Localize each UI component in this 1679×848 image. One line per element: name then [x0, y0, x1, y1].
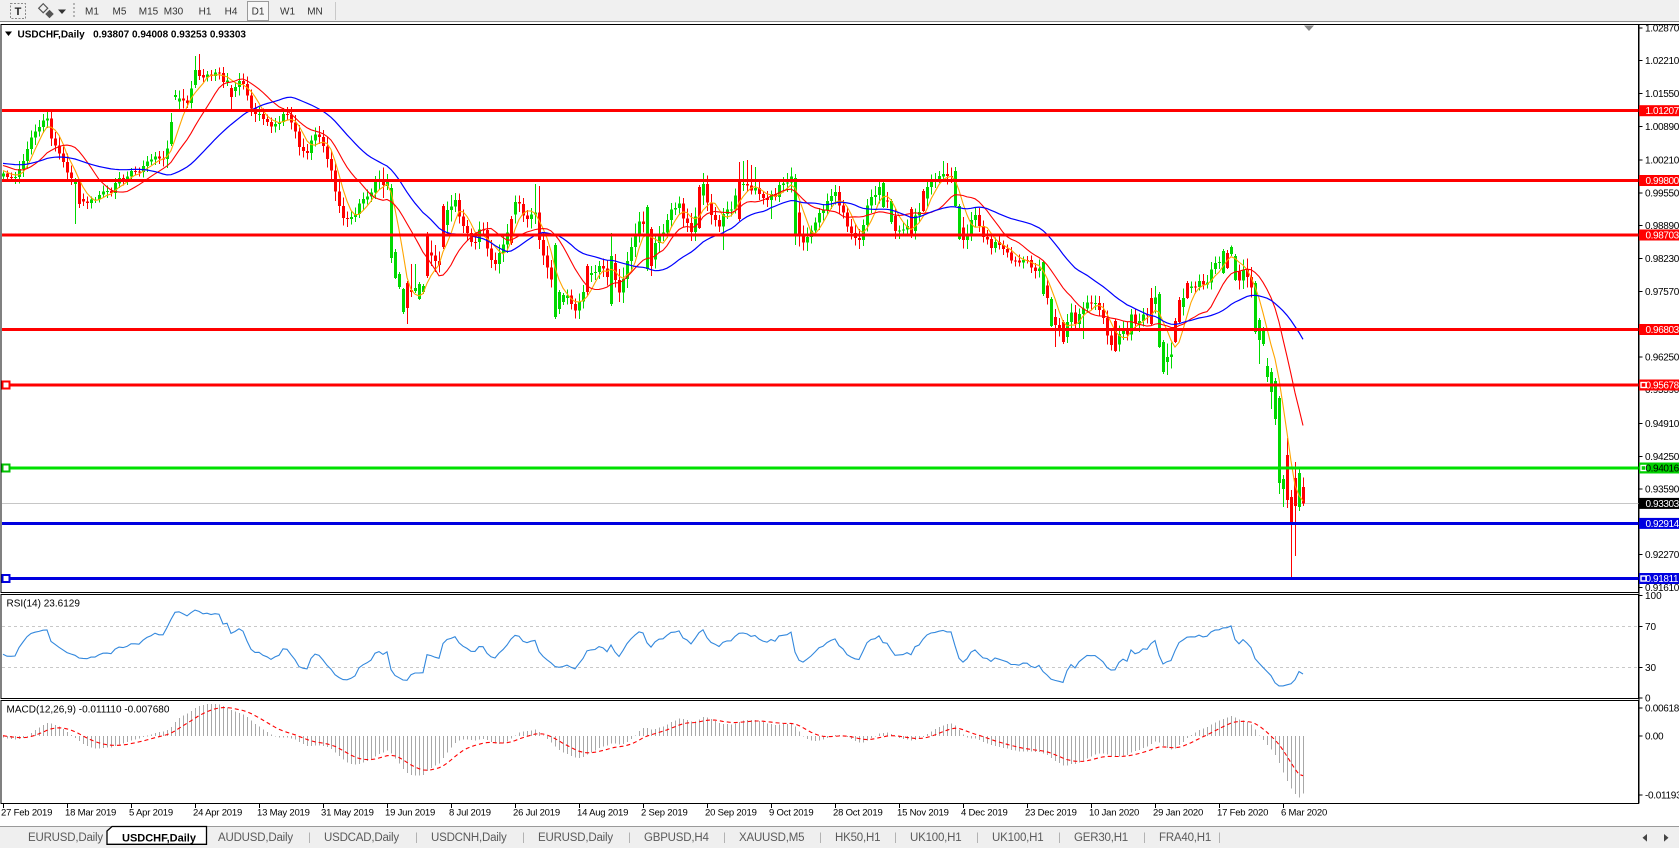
svg-text:|: |: [894, 832, 897, 844]
svg-text:0.98230: 0.98230: [1645, 254, 1679, 265]
svg-text:USDCAD,Daily: USDCAD,Daily: [324, 832, 399, 844]
svg-text:|: |: [308, 832, 311, 844]
svg-text:M15: M15: [139, 7, 159, 18]
svg-text:0.91811: 0.91811: [1646, 574, 1679, 585]
svg-text:0.99550: 0.99550: [1645, 188, 1679, 199]
svg-text:4 Dec 2019: 4 Dec 2019: [961, 808, 1008, 819]
svg-text:30: 30: [1645, 663, 1657, 674]
svg-text:M30: M30: [164, 7, 184, 18]
svg-text:H4: H4: [225, 7, 238, 18]
svg-text:D1: D1: [252, 7, 265, 18]
svg-text:0.95590: 0.95590: [1645, 385, 1679, 396]
svg-text:MACD(12,26,9) -0.011110 -0.007: MACD(12,26,9) -0.011110 -0.007680: [7, 705, 170, 716]
svg-text:1.01550: 1.01550: [1645, 89, 1679, 100]
svg-text:2 Sep 2019: 2 Sep 2019: [641, 808, 688, 819]
svg-text:0.99800: 0.99800: [1646, 176, 1679, 187]
svg-text:15 Nov 2019: 15 Nov 2019: [897, 808, 949, 819]
svg-text:|: |: [522, 832, 525, 844]
svg-text:0.98890: 0.98890: [1645, 221, 1679, 232]
svg-text:USDCHF,Daily 0.93807 0.94008: USDCHF,Daily 0.93807 0.94008 0.93253 0.9…: [18, 30, 247, 41]
svg-text:GER30,H1: GER30,H1: [1074, 832, 1128, 844]
svg-text:|: |: [819, 832, 822, 844]
svg-text:UK100,H1: UK100,H1: [992, 832, 1043, 844]
svg-text:USDCNH,Daily: USDCNH,Daily: [431, 832, 507, 844]
svg-text:0.91610: 0.91610: [1645, 583, 1679, 594]
svg-text:|: |: [1058, 832, 1061, 844]
svg-text:0.92914: 0.92914: [1646, 519, 1679, 530]
svg-text:EURUSD,Daily: EURUSD,Daily: [28, 832, 103, 844]
svg-text:0.93590: 0.93590: [1645, 485, 1679, 496]
svg-text:0.94016: 0.94016: [1646, 464, 1679, 475]
svg-text:RSI(14) 23.6129: RSI(14) 23.6129: [7, 599, 81, 610]
svg-text:13 May 2019: 13 May 2019: [257, 808, 310, 819]
svg-text:0.98703: 0.98703: [1646, 231, 1679, 242]
svg-text:W1: W1: [280, 7, 295, 18]
svg-text:1.02870: 1.02870: [1645, 23, 1679, 34]
svg-text:0.97570: 0.97570: [1645, 287, 1679, 298]
svg-text:0.93303: 0.93303: [1646, 499, 1679, 510]
svg-text:19 Jun 2019: 19 Jun 2019: [385, 808, 435, 819]
svg-text:USDCHF,Daily: USDCHF,Daily: [122, 833, 197, 845]
svg-text:20 Sep 2019: 20 Sep 2019: [705, 808, 757, 819]
svg-text:|: |: [415, 832, 418, 844]
svg-text:0.00: 0.00: [1645, 732, 1664, 743]
svg-text:|: |: [1218, 832, 1221, 844]
svg-text:M5: M5: [113, 7, 127, 18]
svg-text:GBPUSD,H4: GBPUSD,H4: [644, 832, 709, 844]
svg-text:MN: MN: [307, 7, 323, 18]
svg-text:5 Apr 2019: 5 Apr 2019: [129, 808, 173, 819]
svg-text:1.00210: 1.00210: [1645, 156, 1679, 167]
svg-text:9 Oct 2019: 9 Oct 2019: [769, 808, 813, 819]
svg-text:XAUUSD,M5: XAUUSD,M5: [739, 832, 804, 844]
svg-text:M1: M1: [85, 7, 99, 18]
svg-text:31 May 2019: 31 May 2019: [321, 808, 374, 819]
svg-text:0.96803: 0.96803: [1646, 325, 1679, 336]
svg-text:|: |: [976, 832, 979, 844]
svg-text:0.94250: 0.94250: [1645, 452, 1679, 463]
svg-text:28 Oct 2019: 28 Oct 2019: [833, 808, 883, 819]
svg-text:0.95678: 0.95678: [1646, 381, 1679, 392]
svg-text:24 Apr 2019: 24 Apr 2019: [193, 808, 242, 819]
svg-text:27 Feb 2019: 27 Feb 2019: [1, 808, 52, 819]
svg-text:1.00890: 1.00890: [1645, 122, 1679, 133]
svg-text:|: |: [628, 832, 631, 844]
svg-text:26 Jul 2019: 26 Jul 2019: [513, 808, 560, 819]
svg-text:0: 0: [1645, 694, 1651, 705]
svg-text:T: T: [15, 6, 22, 18]
svg-text:29 Jan 2020: 29 Jan 2020: [1153, 808, 1203, 819]
svg-text:0.94910: 0.94910: [1645, 419, 1679, 430]
svg-text:0.92270: 0.92270: [1645, 550, 1679, 561]
svg-text:1.02210: 1.02210: [1645, 56, 1679, 67]
svg-text:|: |: [723, 832, 726, 844]
svg-text:23 Dec 2019: 23 Dec 2019: [1025, 808, 1077, 819]
svg-text:0.006186: 0.006186: [1645, 704, 1679, 715]
svg-text:100: 100: [1645, 591, 1662, 602]
svg-text:-0.011930: -0.011930: [1645, 791, 1679, 802]
svg-text:FRA40,H1: FRA40,H1: [1159, 832, 1211, 844]
svg-text:10 Jan 2020: 10 Jan 2020: [1089, 808, 1139, 819]
svg-text:1.01207: 1.01207: [1646, 106, 1679, 117]
svg-text:AUDUSD,Daily: AUDUSD,Daily: [218, 832, 293, 844]
svg-text:70: 70: [1645, 622, 1657, 633]
svg-text:UK100,H1: UK100,H1: [910, 832, 961, 844]
svg-text:18 Mar 2019: 18 Mar 2019: [65, 808, 116, 819]
svg-text:H1: H1: [199, 7, 212, 18]
svg-text:|: |: [1143, 832, 1146, 844]
svg-text:17 Feb 2020: 17 Feb 2020: [1217, 808, 1268, 819]
svg-text:8 Jul 2019: 8 Jul 2019: [449, 808, 491, 819]
svg-text:EURUSD,Daily: EURUSD,Daily: [538, 832, 613, 844]
svg-text:14 Aug 2019: 14 Aug 2019: [577, 808, 628, 819]
svg-text:HK50,H1: HK50,H1: [835, 832, 880, 844]
svg-text:6 Mar 2020: 6 Mar 2020: [1281, 808, 1327, 819]
svg-text:0.96250: 0.96250: [1645, 352, 1679, 363]
